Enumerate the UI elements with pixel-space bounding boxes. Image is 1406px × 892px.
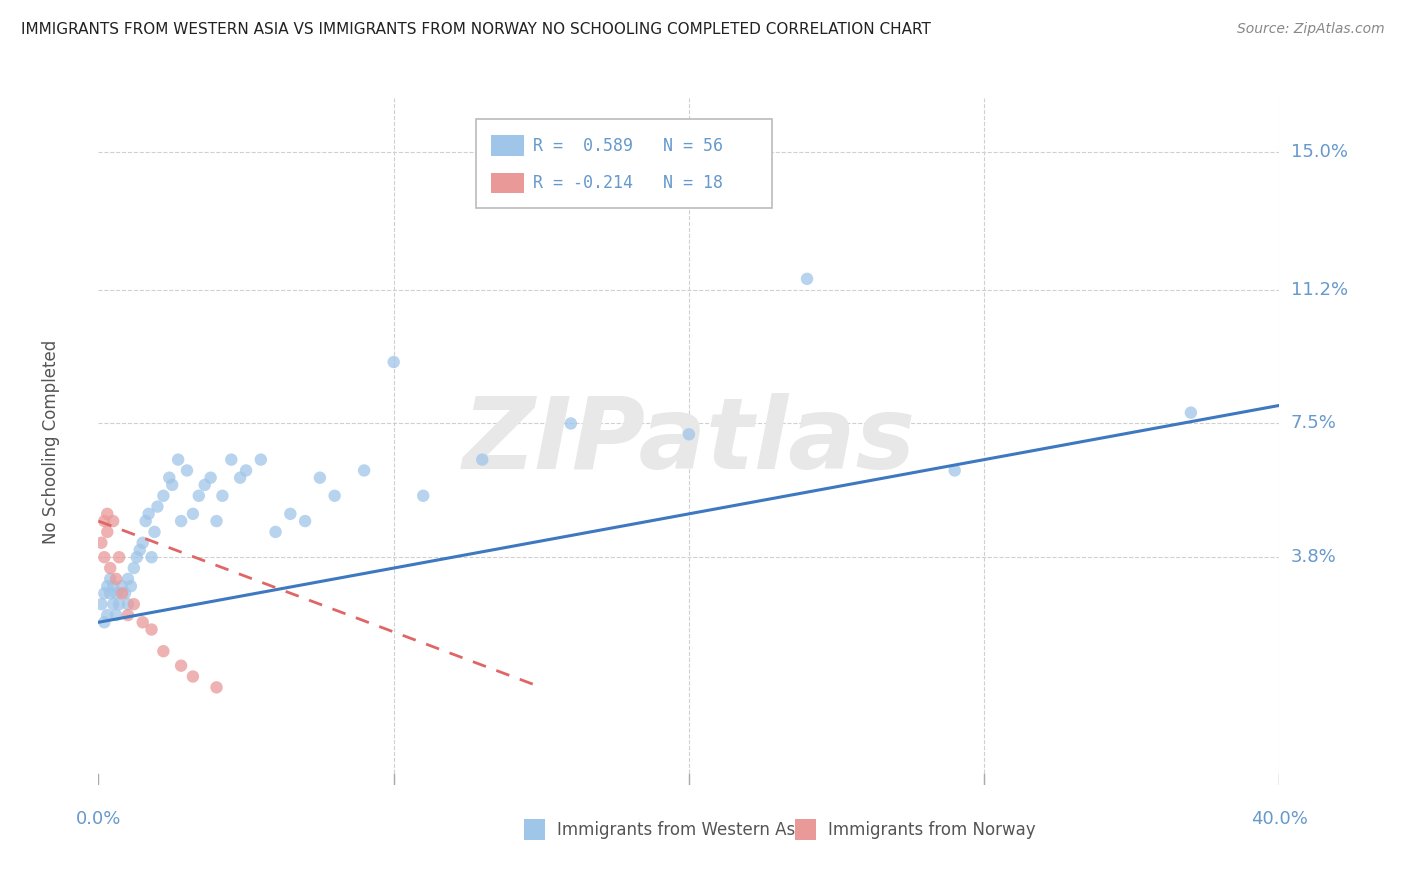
Point xyxy=(138,507,160,521)
Text: Immigrants from Western Asia: Immigrants from Western Asia xyxy=(557,821,810,838)
Point xyxy=(96,524,118,539)
Point xyxy=(323,489,346,503)
Point xyxy=(152,489,174,503)
Text: Source: ZipAtlas.com: Source: ZipAtlas.com xyxy=(1237,22,1385,37)
Point xyxy=(122,597,145,611)
Point xyxy=(122,561,145,575)
Bar xyxy=(523,819,546,840)
Point xyxy=(353,463,375,477)
Point xyxy=(117,572,139,586)
Point xyxy=(132,535,155,549)
Point xyxy=(108,550,131,565)
Point xyxy=(205,514,228,528)
Text: R = -0.214   N = 18: R = -0.214 N = 18 xyxy=(533,174,723,192)
Point xyxy=(96,608,118,623)
Point xyxy=(117,608,139,623)
Text: 3.8%: 3.8% xyxy=(1291,549,1336,566)
Text: ZIPatlas: ZIPatlas xyxy=(463,393,915,490)
Point xyxy=(280,507,302,521)
Point xyxy=(96,507,118,521)
Point xyxy=(157,471,180,485)
Text: Immigrants from Norway: Immigrants from Norway xyxy=(828,821,1036,838)
Point xyxy=(98,561,121,575)
Point xyxy=(90,535,112,549)
Point xyxy=(93,586,115,600)
Point xyxy=(1180,406,1202,420)
Point xyxy=(412,489,434,503)
Point xyxy=(98,586,121,600)
Point xyxy=(200,471,222,485)
Point xyxy=(93,615,115,630)
Point xyxy=(103,514,125,528)
FancyBboxPatch shape xyxy=(477,119,772,208)
Point xyxy=(108,597,131,611)
Point xyxy=(560,417,582,431)
Text: No Schooling Completed: No Schooling Completed xyxy=(42,340,60,543)
Point xyxy=(162,478,183,492)
Point xyxy=(90,597,112,611)
Point xyxy=(309,471,332,485)
Point xyxy=(103,579,125,593)
Point xyxy=(181,507,204,521)
Point xyxy=(235,463,257,477)
Point xyxy=(678,427,700,442)
Point xyxy=(250,452,273,467)
Point xyxy=(111,586,134,600)
Point xyxy=(229,471,252,485)
Point xyxy=(181,669,204,683)
Point xyxy=(120,579,142,593)
Text: R =  0.589   N = 56: R = 0.589 N = 56 xyxy=(533,136,723,154)
Point xyxy=(114,586,136,600)
Point xyxy=(143,524,166,539)
Point xyxy=(96,579,118,593)
Point xyxy=(98,572,121,586)
Point xyxy=(117,597,139,611)
Bar xyxy=(491,173,523,194)
Point xyxy=(103,597,125,611)
Point xyxy=(170,514,193,528)
Point xyxy=(221,452,243,467)
Point xyxy=(105,572,128,586)
Point xyxy=(294,514,316,528)
Point xyxy=(105,586,128,600)
Text: 7.5%: 7.5% xyxy=(1291,415,1337,433)
Text: 15.0%: 15.0% xyxy=(1291,144,1347,161)
Point xyxy=(111,579,134,593)
Point xyxy=(128,543,150,558)
Point xyxy=(141,623,163,637)
Point xyxy=(132,615,155,630)
Point xyxy=(943,463,966,477)
Point xyxy=(796,272,818,286)
Point xyxy=(125,550,148,565)
Point xyxy=(170,658,193,673)
Point xyxy=(264,524,287,539)
Point xyxy=(211,489,233,503)
Point xyxy=(176,463,198,477)
Point xyxy=(471,452,494,467)
Point xyxy=(187,489,209,503)
Point xyxy=(105,608,128,623)
Text: 0.0%: 0.0% xyxy=(76,810,121,829)
Point xyxy=(141,550,163,565)
Point xyxy=(205,681,228,695)
Point xyxy=(135,514,157,528)
Text: IMMIGRANTS FROM WESTERN ASIA VS IMMIGRANTS FROM NORWAY NO SCHOOLING COMPLETED CO: IMMIGRANTS FROM WESTERN ASIA VS IMMIGRAN… xyxy=(21,22,931,37)
Point xyxy=(93,550,115,565)
Point xyxy=(194,478,217,492)
Bar xyxy=(491,136,523,156)
Bar xyxy=(796,819,817,840)
Point xyxy=(93,514,115,528)
Point xyxy=(167,452,190,467)
Point xyxy=(146,500,169,514)
Point xyxy=(152,644,174,658)
Point xyxy=(382,355,405,369)
Text: 40.0%: 40.0% xyxy=(1251,810,1308,829)
Text: 11.2%: 11.2% xyxy=(1291,281,1348,299)
